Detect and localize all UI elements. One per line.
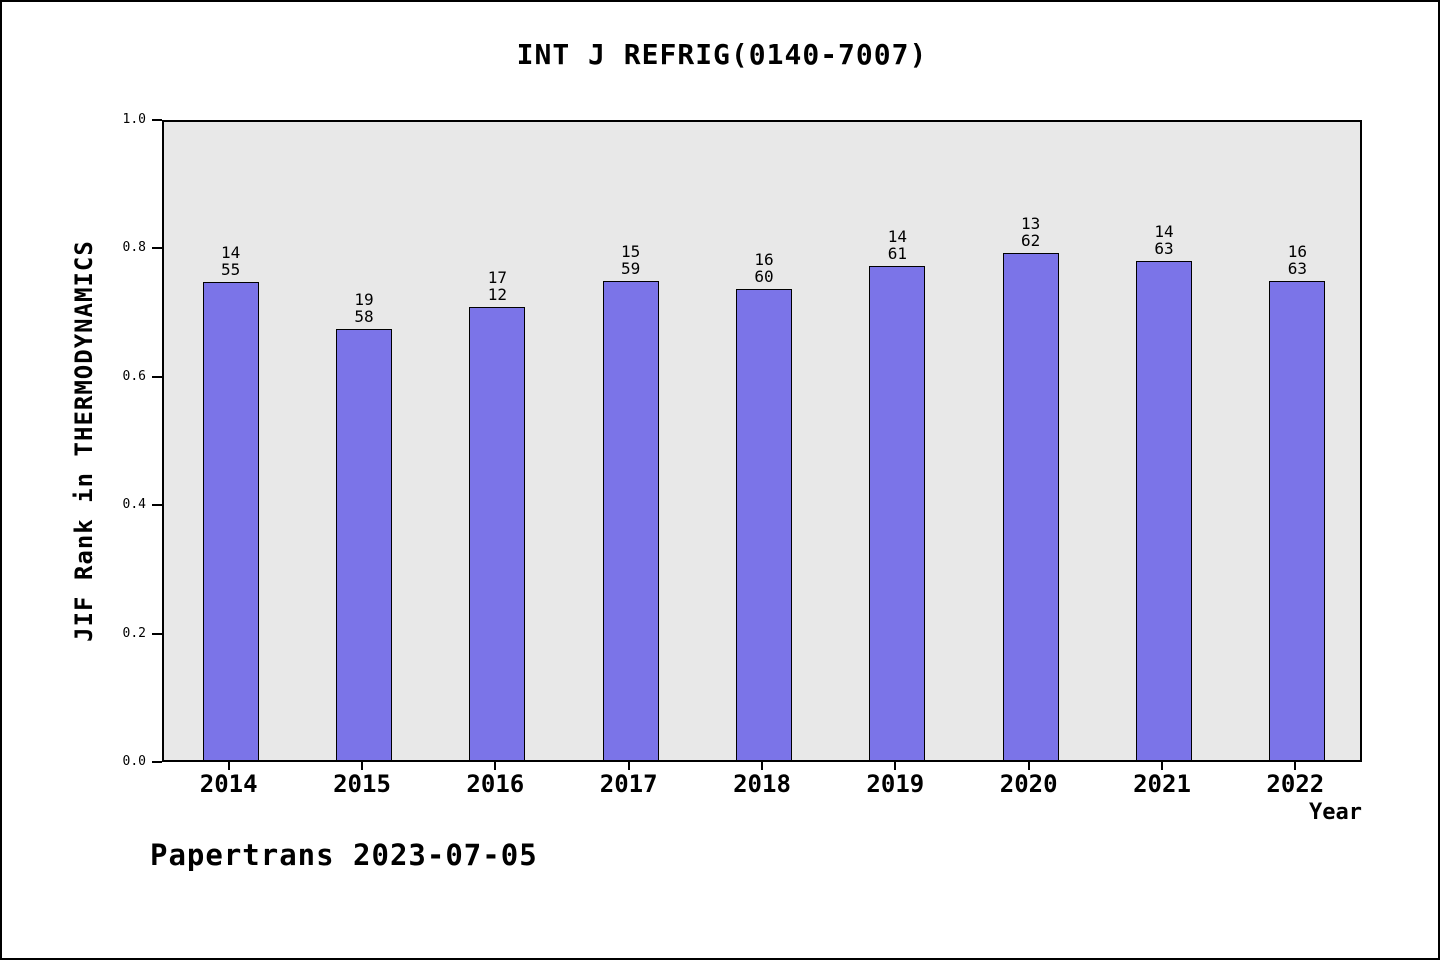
y-tick-label: 1.0 [122,112,146,127]
x-tick [627,762,630,770]
x-tick-label: 2021 [1133,770,1191,798]
bar-value-label: 13 62 [1021,214,1041,250]
y-tick-label: 0.0 [122,754,146,769]
bar [736,289,792,760]
bar-value-label: 15 59 [621,242,641,278]
y-tick [152,632,162,635]
chart-title: INT J REFRIG(0140-7007) [516,38,928,71]
x-axis-label: Year [1309,800,1362,825]
x-tick [494,762,497,770]
x-tick-label: 2017 [599,770,658,798]
y-axis-label: JIF Rank in THERMODYNAMICS [70,240,98,642]
x-tick [361,762,363,770]
x-tick-label: 2022 [1266,770,1325,798]
bar [202,282,259,760]
bar-value-label: 14 55 [221,243,241,279]
x-tick-label: 2015 [333,770,391,798]
y-tick [152,761,162,763]
y-tick [152,375,162,378]
bar-value-label: 16 60 [754,250,774,286]
bar [1136,261,1192,760]
x-tick [761,762,763,770]
x-tick-label: 2014 [199,770,258,798]
bar-value-label: 14 63 [1154,222,1174,258]
y-tick [152,119,162,121]
bar [1002,253,1059,760]
bar [1269,281,1326,760]
x-tick [894,762,897,770]
y-tick-label: 0.6 [122,368,146,384]
x-tick [1161,762,1163,770]
y-tick [152,247,162,250]
x-tick [1027,762,1030,770]
x-tick-label: 2019 [866,770,925,798]
footer-text: Papertrans 2023-07-05 [150,838,538,872]
x-tick-label: 2016 [466,770,525,798]
y-tick-label: 0.4 [122,497,146,513]
bar [602,281,659,760]
bar [869,266,926,760]
x-tick-label: 2018 [733,770,791,798]
bar-value-label: 16 63 [1287,242,1307,278]
bar-value-label: 17 12 [487,268,507,304]
bar [336,329,392,760]
x-tick [1294,762,1297,770]
x-tick [227,762,230,770]
y-tick-label: 0.8 [122,240,146,256]
y-tick-label: 0.2 [122,625,146,641]
bar-value-label: 14 61 [887,227,907,263]
bar [469,307,526,760]
y-tick [152,504,162,507]
plot-area: 14 55 19 58 17 12 15 59 16 60 14 61 13 62 14 63… [162,120,1362,762]
x-tick-label: 2020 [999,770,1058,798]
bar-value-label: 19 58 [354,290,374,326]
